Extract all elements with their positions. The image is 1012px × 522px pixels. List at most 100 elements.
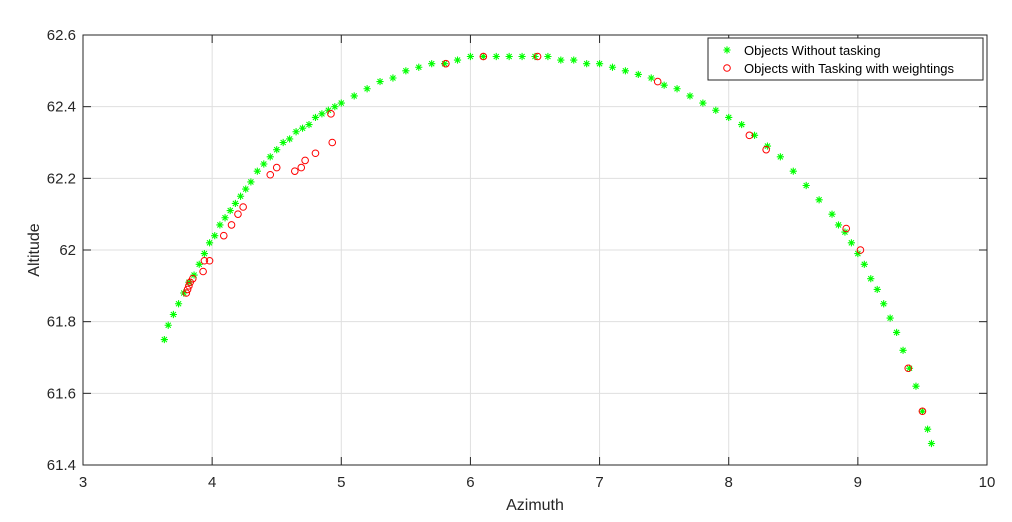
legend-marker-circle	[723, 64, 731, 72]
series-1-point	[893, 328, 901, 337]
series-2-point	[266, 170, 275, 179]
series-1-point	[918, 407, 927, 415]
series-2-point	[205, 256, 214, 265]
legend-box	[707, 37, 984, 81]
legend-entry: Objects with Tasking with weightings	[744, 61, 955, 76]
series-1-point	[815, 196, 823, 204]
y-axis: 61.4 61.6 61.8 62 62.2 62.4 62.6	[47, 27, 987, 474]
series-1-point	[260, 160, 268, 168]
series-2	[182, 52, 927, 416]
series-1-point	[583, 60, 591, 68]
x-tick-label: 9	[854, 474, 862, 491]
series-2-point	[234, 210, 242, 218]
series-1-point	[880, 300, 888, 308]
series-2-point	[200, 256, 209, 265]
series-1-point	[389, 74, 397, 82]
series-1-point	[763, 142, 772, 150]
series-1-point	[802, 181, 810, 190]
series-2-point	[442, 59, 450, 68]
series-1-point	[311, 113, 320, 122]
series-2-point	[185, 282, 193, 290]
series-1-point	[712, 106, 720, 114]
series-1-point	[466, 52, 475, 61]
series-2-point	[842, 224, 851, 233]
x-axis: 3 4 5 6 7 8 9 10	[79, 35, 996, 491]
series-1-point	[253, 167, 261, 175]
series-1-point	[428, 60, 436, 68]
series-1-point	[570, 56, 578, 64]
x-axis-title: Azimuth	[506, 497, 564, 514]
series-1-point	[247, 178, 255, 186]
series-1-point	[226, 206, 234, 215]
series-2-point	[290, 167, 299, 175]
legend-marker-asterisk	[723, 46, 731, 54]
series-1-point	[324, 106, 332, 114]
series-2-point	[239, 203, 247, 211]
series-1-point	[841, 228, 849, 236]
series-2-point	[745, 131, 754, 140]
series-1-point	[595, 60, 604, 68]
series-1	[160, 52, 936, 448]
data-points	[160, 52, 936, 448]
y-tick-label: 62	[59, 242, 76, 259]
series-1-point	[363, 85, 371, 93]
series-1-point	[518, 52, 526, 61]
x-tick-label: 8	[725, 474, 733, 491]
series-1-point	[273, 146, 281, 154]
series-2-point	[301, 156, 309, 165]
series-1-point	[221, 214, 229, 222]
series-2-point	[199, 267, 207, 276]
series-1-point	[305, 120, 313, 129]
series-1-point	[337, 99, 345, 107]
series-2-point	[653, 77, 662, 86]
series-1-point	[660, 81, 668, 89]
series-1-point	[205, 239, 214, 247]
series-1-point	[200, 249, 208, 258]
series-1-point	[266, 153, 274, 161]
series-1-point	[479, 52, 487, 61]
series-1-point	[544, 52, 552, 61]
legend-entry: Objects Without tasking	[744, 43, 881, 58]
series-2-point	[227, 221, 236, 229]
series-1-point	[236, 192, 245, 200]
series-1-point	[174, 300, 183, 308]
series-1-point	[195, 260, 203, 268]
y-tick-label: 62.2	[47, 170, 76, 187]
series-2-point	[904, 364, 913, 373]
series-1-point	[415, 63, 423, 71]
series-1-point	[190, 271, 198, 279]
series-1-point	[211, 232, 219, 240]
series-2-point	[918, 407, 927, 416]
series-2-point	[311, 149, 320, 158]
series-1-point	[402, 67, 410, 75]
series-1-point	[318, 110, 326, 118]
series-2-point	[762, 145, 770, 154]
series-1-point	[860, 260, 868, 268]
x-tick-label: 3	[79, 474, 87, 491]
series-1-point	[738, 120, 746, 129]
series-1-point	[905, 364, 914, 372]
series-1-point	[160, 335, 168, 344]
series-1-point	[164, 321, 172, 329]
series-2-point	[272, 163, 281, 172]
series-2-point	[183, 285, 192, 294]
series-1-point	[828, 210, 836, 218]
y-axis-title: Altitude	[26, 223, 43, 276]
series-1-point	[899, 346, 907, 354]
x-tick-label: 10	[979, 474, 996, 491]
series-2-point	[297, 163, 306, 172]
series-1-point	[608, 63, 617, 71]
y-tick-label: 61.8	[47, 314, 76, 331]
series-1-point	[531, 52, 539, 61]
series-1-point	[725, 113, 733, 122]
series-2-point	[188, 274, 197, 283]
series-1-point	[750, 131, 759, 139]
x-tick-label: 5	[337, 474, 345, 491]
series-2-point	[479, 52, 488, 61]
series-1-point	[350, 92, 358, 100]
series-1-point	[912, 382, 920, 390]
series-1-point	[923, 425, 932, 433]
series-1-point	[180, 289, 188, 297]
series-1-point	[647, 74, 655, 82]
series-1-point	[789, 167, 797, 175]
